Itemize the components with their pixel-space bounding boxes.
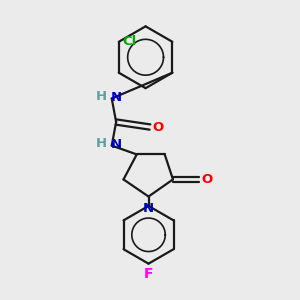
Text: O: O	[201, 173, 212, 186]
Text: Cl: Cl	[122, 35, 136, 48]
Text: O: O	[152, 121, 164, 134]
Text: N: N	[110, 139, 122, 152]
Text: N: N	[110, 92, 122, 104]
Text: H: H	[95, 90, 106, 103]
Text: N: N	[143, 202, 154, 215]
Text: F: F	[144, 267, 153, 281]
Text: H: H	[95, 137, 106, 150]
